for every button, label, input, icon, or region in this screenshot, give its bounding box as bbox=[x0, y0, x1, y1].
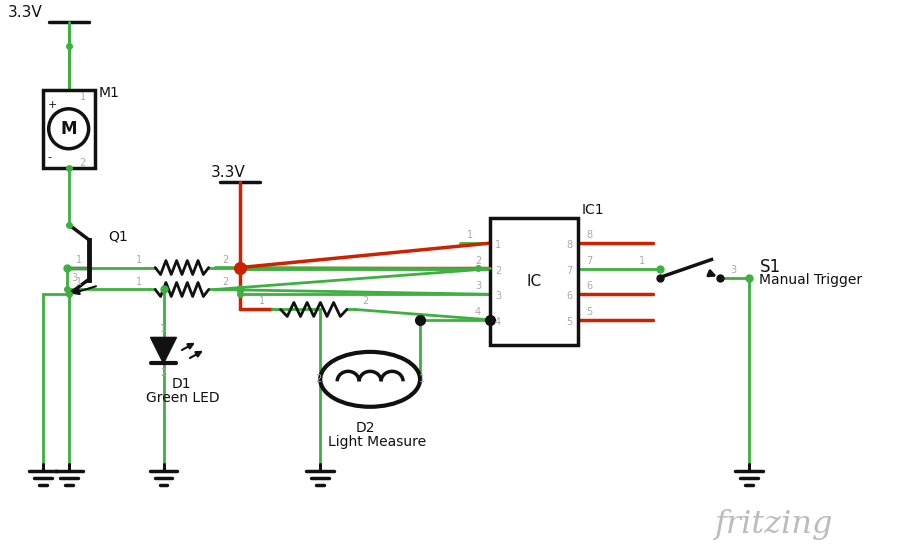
Text: 4: 4 bbox=[475, 307, 481, 317]
Text: 1: 1 bbox=[75, 277, 82, 287]
Text: 1: 1 bbox=[467, 230, 473, 240]
Text: 5: 5 bbox=[587, 307, 593, 317]
Text: 6: 6 bbox=[567, 292, 573, 301]
Text: 2: 2 bbox=[315, 374, 321, 384]
Text: fritzing: fritzing bbox=[715, 509, 833, 540]
Circle shape bbox=[48, 109, 89, 149]
Text: 8: 8 bbox=[587, 230, 593, 240]
Text: 1: 1 bbox=[639, 256, 645, 266]
Text: 2: 2 bbox=[495, 266, 501, 276]
Text: -: - bbox=[48, 152, 52, 162]
Text: 2: 2 bbox=[80, 158, 86, 167]
Text: 7: 7 bbox=[587, 256, 593, 266]
Text: 1: 1 bbox=[135, 277, 142, 287]
Text: Light Measure: Light Measure bbox=[328, 435, 426, 449]
Text: 3.3V: 3.3V bbox=[211, 165, 245, 180]
Bar bbox=[43, 90, 94, 167]
Text: 1: 1 bbox=[75, 255, 82, 265]
Text: 1: 1 bbox=[135, 255, 142, 265]
Text: M1: M1 bbox=[99, 86, 119, 100]
Text: +: + bbox=[48, 100, 57, 110]
Ellipse shape bbox=[320, 352, 420, 407]
Text: M: M bbox=[60, 120, 77, 138]
Text: IC: IC bbox=[527, 274, 542, 289]
Text: 2: 2 bbox=[161, 368, 167, 378]
Text: 1: 1 bbox=[161, 324, 167, 334]
Text: 2: 2 bbox=[222, 277, 229, 287]
Text: Manual Trigger: Manual Trigger bbox=[760, 272, 863, 287]
Text: D2: D2 bbox=[355, 421, 375, 435]
Text: 8: 8 bbox=[567, 240, 573, 250]
Text: 1: 1 bbox=[80, 92, 86, 102]
Text: 3: 3 bbox=[475, 281, 481, 292]
Text: D1: D1 bbox=[171, 377, 191, 391]
Text: 3: 3 bbox=[730, 265, 736, 274]
Text: 4: 4 bbox=[495, 317, 501, 327]
Text: 6: 6 bbox=[587, 281, 593, 292]
Polygon shape bbox=[151, 338, 177, 363]
Text: IC1: IC1 bbox=[582, 203, 605, 217]
Text: S1: S1 bbox=[760, 257, 780, 276]
Text: 2: 2 bbox=[362, 296, 369, 306]
Text: 2: 2 bbox=[475, 256, 481, 266]
Text: 1: 1 bbox=[495, 240, 501, 250]
Text: Q1: Q1 bbox=[109, 229, 128, 244]
Text: 7: 7 bbox=[567, 266, 573, 276]
Text: 2: 2 bbox=[222, 255, 229, 265]
Text: 3.3V: 3.3V bbox=[8, 5, 42, 20]
Text: Green LED: Green LED bbox=[145, 391, 219, 405]
Text: 1: 1 bbox=[419, 374, 425, 384]
Text: 1: 1 bbox=[259, 296, 266, 306]
Bar bbox=[490, 217, 578, 345]
Text: 3: 3 bbox=[495, 292, 501, 301]
Text: 3: 3 bbox=[72, 272, 78, 283]
Text: 5: 5 bbox=[567, 317, 573, 327]
